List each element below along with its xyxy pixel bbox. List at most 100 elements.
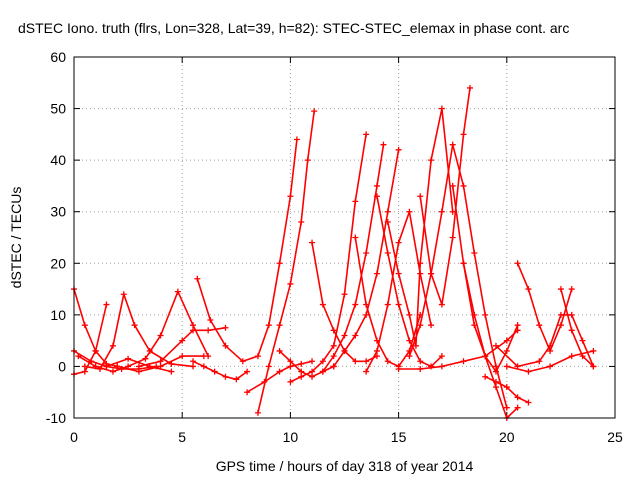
- data-layer: [71, 84, 597, 421]
- data-point: [276, 368, 283, 375]
- data-point: [179, 353, 186, 360]
- data-point: [395, 301, 402, 308]
- series-arc-11: [244, 358, 316, 396]
- data-point: [449, 234, 456, 241]
- data-point: [492, 384, 499, 391]
- data-point: [384, 301, 391, 308]
- data-point: [244, 368, 251, 375]
- series-line: [386, 107, 454, 347]
- data-point: [373, 347, 380, 354]
- x-tick-label: 25: [607, 429, 623, 445]
- plot-frame: [73, 56, 616, 419]
- data-point: [157, 332, 164, 339]
- data-point: [352, 301, 359, 308]
- data-point: [557, 311, 564, 318]
- series-line: [84, 293, 194, 370]
- data-point: [428, 322, 435, 329]
- series-arc-23: [417, 84, 474, 308]
- data-point: [341, 291, 348, 298]
- data-point: [449, 182, 456, 189]
- data-point: [75, 353, 82, 360]
- data-point: [103, 301, 110, 308]
- y-tick-label: 10: [50, 307, 66, 323]
- data-point: [200, 353, 207, 360]
- data-point: [438, 208, 445, 215]
- series-arc-04: [81, 291, 197, 373]
- data-point: [503, 384, 510, 391]
- data-point: [492, 342, 499, 349]
- data-point: [125, 355, 132, 362]
- data-point: [287, 280, 294, 287]
- data-point: [428, 157, 435, 164]
- data-point: [557, 286, 564, 293]
- data-point: [319, 358, 326, 365]
- data-point: [417, 260, 424, 267]
- data-point: [293, 136, 300, 143]
- series-line: [462, 262, 519, 419]
- data-point: [131, 322, 138, 329]
- data-point: [341, 332, 348, 339]
- series-arc-10: [194, 136, 300, 365]
- data-point: [568, 327, 575, 334]
- data-point: [438, 301, 445, 308]
- y-tick-label: 20: [50, 255, 66, 271]
- data-point: [395, 146, 402, 153]
- series-line: [192, 360, 248, 381]
- data-point: [417, 193, 424, 200]
- series-arc-28: [503, 347, 597, 375]
- data-point: [298, 219, 305, 226]
- data-point: [514, 394, 521, 401]
- series-arc-31: [557, 286, 597, 370]
- data-point: [471, 249, 478, 256]
- data-point: [298, 360, 305, 367]
- series-line: [196, 138, 298, 363]
- data-point: [265, 363, 272, 370]
- series-line: [257, 110, 316, 414]
- data-point: [363, 311, 370, 318]
- data-point: [222, 324, 229, 331]
- data-point: [536, 322, 543, 329]
- data-point: [265, 322, 272, 329]
- data-point: [287, 378, 294, 385]
- data-point: [460, 131, 467, 138]
- data-point: [179, 337, 186, 344]
- data-point: [395, 366, 402, 373]
- series-arc-09: [190, 358, 251, 383]
- series-arc-24: [449, 182, 521, 375]
- series-line: [408, 143, 508, 409]
- data-point: [81, 322, 88, 329]
- data-point: [352, 234, 359, 241]
- series-arc-29: [514, 260, 575, 354]
- data-point: [579, 337, 586, 344]
- y-tick-label: -10: [46, 410, 66, 426]
- data-point: [135, 368, 142, 375]
- data-point: [157, 363, 164, 370]
- data-point: [287, 363, 294, 370]
- data-point: [194, 275, 201, 282]
- data-point: [417, 358, 424, 365]
- data-point: [319, 368, 326, 375]
- data-point: [304, 157, 311, 164]
- data-point: [309, 358, 316, 365]
- data-point: [514, 404, 521, 411]
- data-point: [514, 363, 521, 370]
- data-point: [92, 363, 99, 370]
- data-point: [438, 363, 445, 370]
- data-point: [579, 353, 586, 360]
- data-point: [363, 131, 370, 138]
- data-point: [120, 291, 127, 298]
- data-point: [222, 373, 229, 380]
- grid-layer: [74, 57, 615, 418]
- data-point: [363, 368, 370, 375]
- data-point: [590, 347, 597, 354]
- data-point: [438, 105, 445, 112]
- data-point: [384, 208, 391, 215]
- data-point: [460, 260, 467, 267]
- data-point: [412, 342, 419, 349]
- data-point: [384, 219, 391, 226]
- data-point: [330, 353, 337, 360]
- data-point: [384, 358, 391, 365]
- data-point: [373, 182, 380, 189]
- data-point: [330, 342, 337, 349]
- data-point: [514, 260, 521, 267]
